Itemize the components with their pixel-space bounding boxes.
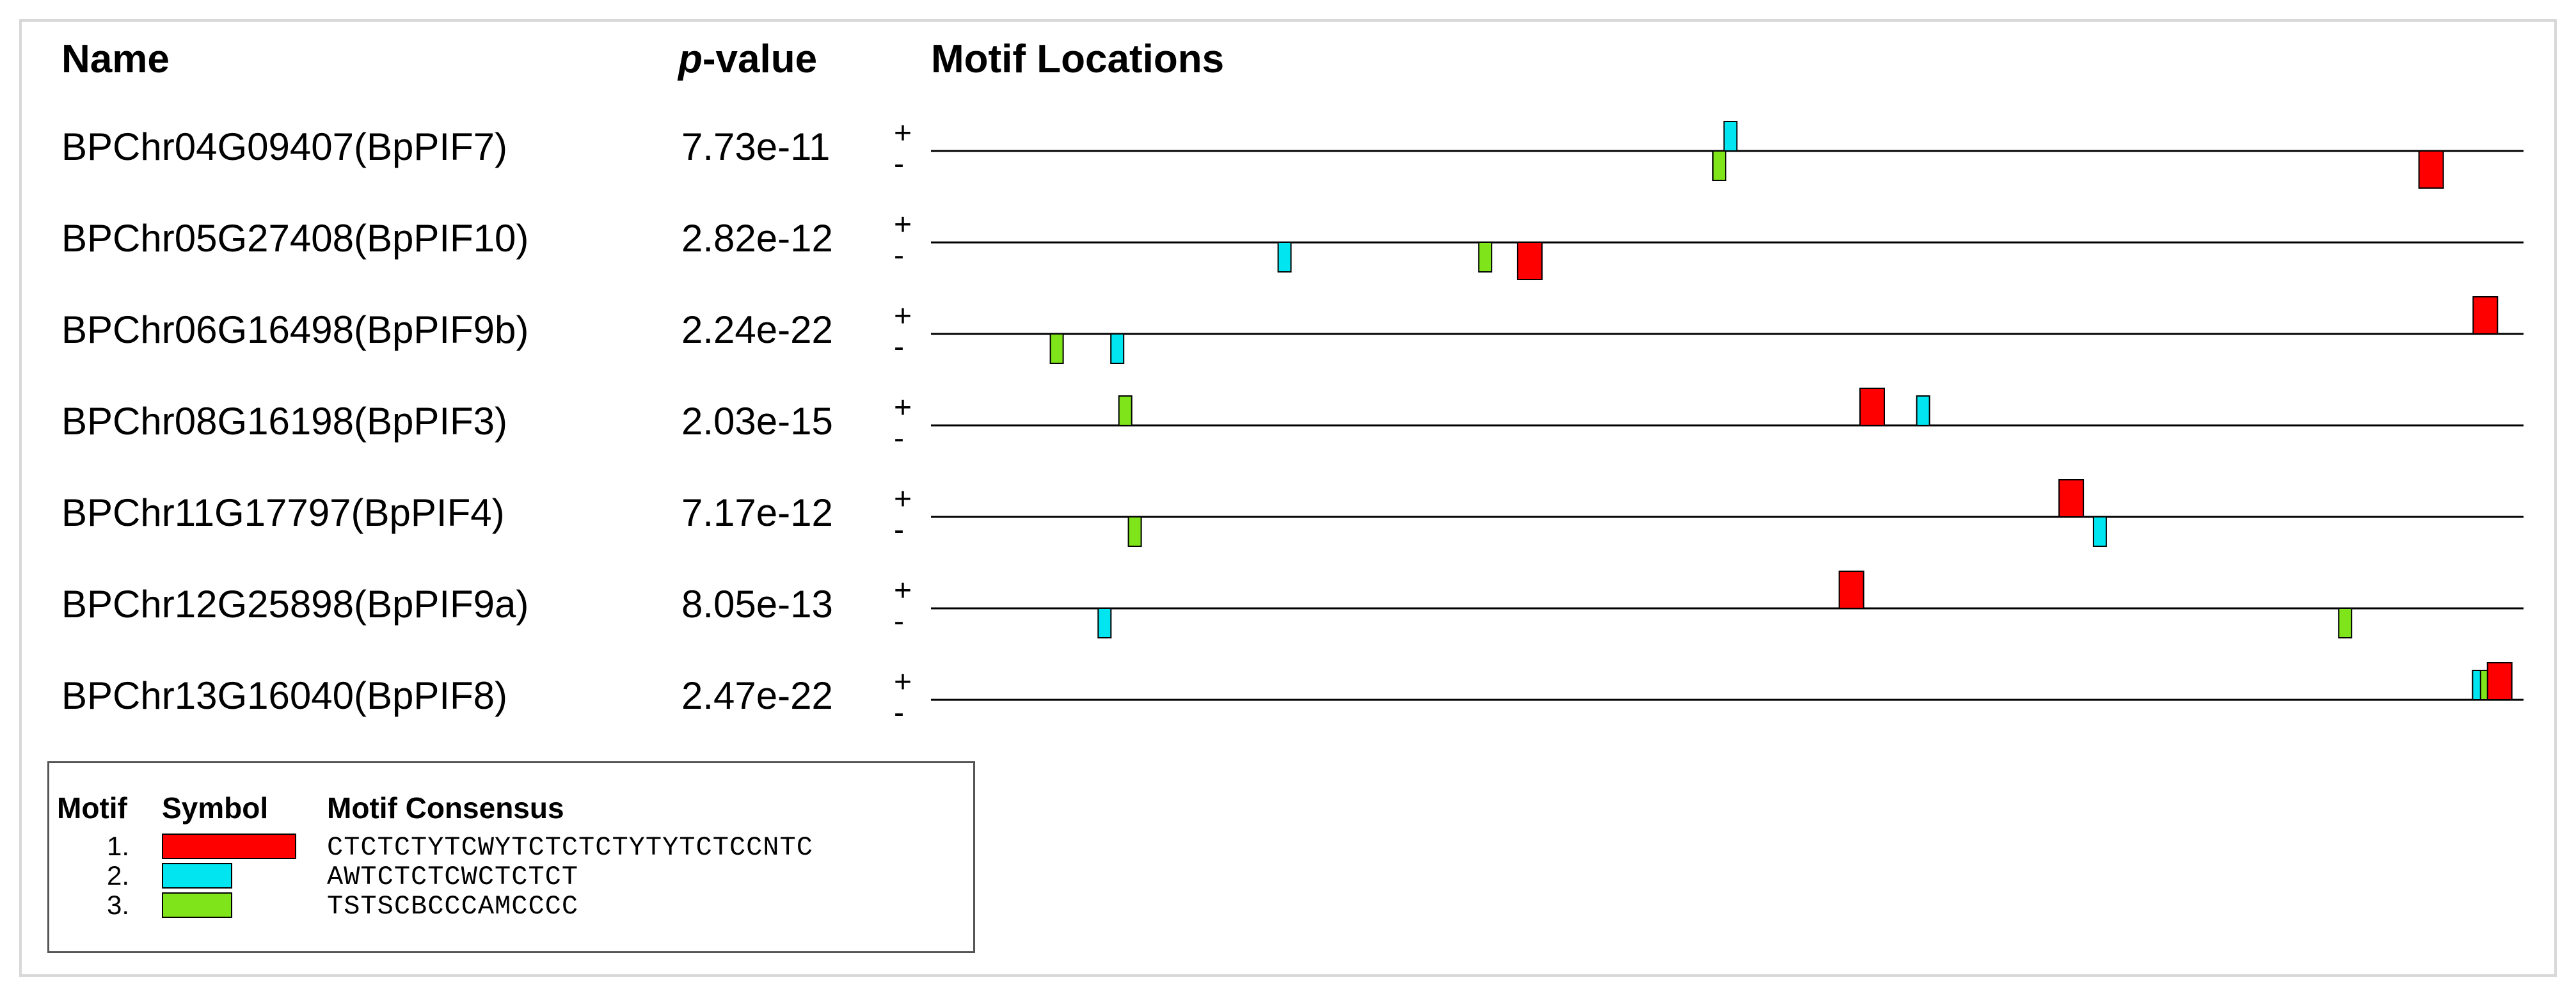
motif-site-2 (1277, 242, 1292, 273)
plus-strand-label: + (894, 482, 912, 516)
sequence-pvalue: 7.73e-11 (681, 125, 831, 168)
minus-strand-label: - (894, 422, 904, 455)
motif-site-2 (1110, 333, 1125, 364)
motif-legend: Motif Symbol Motif Consensus 1. CTCTCTYTC… (47, 761, 975, 953)
legend-row: 2. AWTCTCTCWCTCTCT (49, 860, 973, 892)
legend-symbol-swatch (162, 863, 232, 889)
sequence-name: BPChr06G16498(BpPIF9b) (61, 308, 529, 351)
sequence-pvalue: 2.03e-15 (681, 400, 833, 443)
sequence-pvalue: 8.05e-13 (681, 583, 833, 626)
motif-site-2 (1097, 608, 1112, 638)
legend-motif-index: 3. (107, 890, 130, 920)
motif-site-1 (1859, 388, 1885, 426)
legend-motif-consensus: AWTCTCTCWCTCTCT (327, 862, 579, 892)
sequence-name: BPChr08G16198(BpPIF3) (61, 400, 508, 443)
sequence-name: BPChr05G27408(BpPIF10) (61, 217, 529, 260)
sequence-row: BPChr04G09407(BpPIF7) 7.73e-11 + - (0, 99, 2576, 189)
plus-strand-label: + (894, 391, 912, 425)
plus-strand-label: + (894, 574, 912, 608)
motif-site-3 (1118, 395, 1133, 426)
pvalue-suffix: -value (702, 37, 818, 81)
sequence-row: BPChr06G16498(BpPIF9b) 2.24e-22 + - (0, 282, 2576, 372)
plus-strand-label: + (894, 208, 912, 242)
motif-site-1 (2486, 662, 2513, 700)
motif-site-1 (2472, 296, 2499, 335)
legend-motif-index: 1. (107, 831, 130, 861)
motif-site-1 (1838, 571, 1864, 609)
sequence-name: BPChr11G17797(BpPIF4) (61, 491, 505, 534)
column-header-motif-locations: Motif Locations (931, 37, 1225, 81)
legend-motif-index: 2. (107, 860, 130, 890)
sequence-row: BPChr13G16040(BpPIF8) 2.47e-22 + - (0, 648, 2576, 738)
motif-site-2 (1916, 395, 1930, 426)
column-header-pvalue: p-value (678, 37, 817, 82)
legend-motif-consensus: CTCTCTYTCWYTCTCTCTYTYTCTCCNTC (327, 832, 813, 863)
sequence-row: BPChr12G25898(BpPIF9a) 8.05e-13 + - (0, 557, 2576, 646)
sequence-name: BPChr12G25898(BpPIF9a) (61, 583, 529, 626)
sequence-pvalue: 2.82e-12 (681, 217, 833, 260)
minus-strand-label: - (894, 330, 904, 364)
pvalue-p-letter: p (678, 37, 703, 81)
sequence-pvalue: 2.47e-22 (681, 674, 833, 717)
legend-symbol-swatch (162, 892, 232, 918)
motif-site-3 (2338, 608, 2353, 638)
motif-site-1 (1516, 242, 1543, 280)
legend-row: 1. CTCTCTYTCWYTCTCTCTYTYTCTCCNTC (49, 832, 973, 862)
legend-row: 3. TSTSCBCCCAMCCCC (49, 891, 973, 921)
plus-strand-label: + (894, 665, 912, 699)
plus-strand-label: + (894, 116, 912, 150)
legend-symbol-swatch (162, 834, 296, 859)
motif-site-2 (2092, 516, 2107, 547)
minus-strand-label: - (894, 147, 904, 181)
legend-header-consensus: Motif Consensus (327, 791, 564, 825)
minus-strand-label: - (894, 513, 904, 547)
column-header-name: Name (61, 37, 170, 81)
motif-site-2 (1723, 121, 1738, 152)
motif-site-1 (2418, 150, 2444, 189)
plus-strand-label: + (894, 299, 912, 333)
sequence-name: BPChr04G09407(BpPIF7) (61, 125, 508, 168)
sequence-row: BPChr11G17797(BpPIF4) 7.17e-12 + - (0, 465, 2576, 555)
minus-strand-label: - (894, 696, 904, 730)
minus-strand-label: - (894, 605, 904, 638)
sequence-pvalue: 7.17e-12 (681, 491, 833, 534)
motif-site-3 (1478, 242, 1493, 273)
motif-site-3 (1049, 333, 1064, 364)
motif-site-3 (1712, 150, 1727, 181)
sequence-pvalue: 2.24e-22 (681, 308, 833, 351)
legend-header-motif: Motif (57, 791, 127, 825)
motif-site-1 (2058, 479, 2085, 518)
sequence-row: BPChr05G27408(BpPIF10) 2.82e-12 + - (0, 191, 2576, 280)
sequence-row: BPChr08G16198(BpPIF3) 2.03e-15 + - (0, 374, 2576, 463)
legend-motif-consensus: TSTSCBCCCAMCCCC (327, 891, 579, 922)
sequence-name: BPChr13G16040(BpPIF8) (61, 674, 508, 717)
legend-header-symbol: Symbol (162, 791, 269, 825)
motif-site-3 (1127, 516, 1142, 547)
minus-strand-label: - (894, 239, 904, 273)
